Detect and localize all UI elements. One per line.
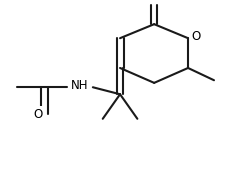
Text: O: O xyxy=(192,30,201,43)
Text: NH: NH xyxy=(71,79,89,92)
Text: O: O xyxy=(33,108,42,121)
